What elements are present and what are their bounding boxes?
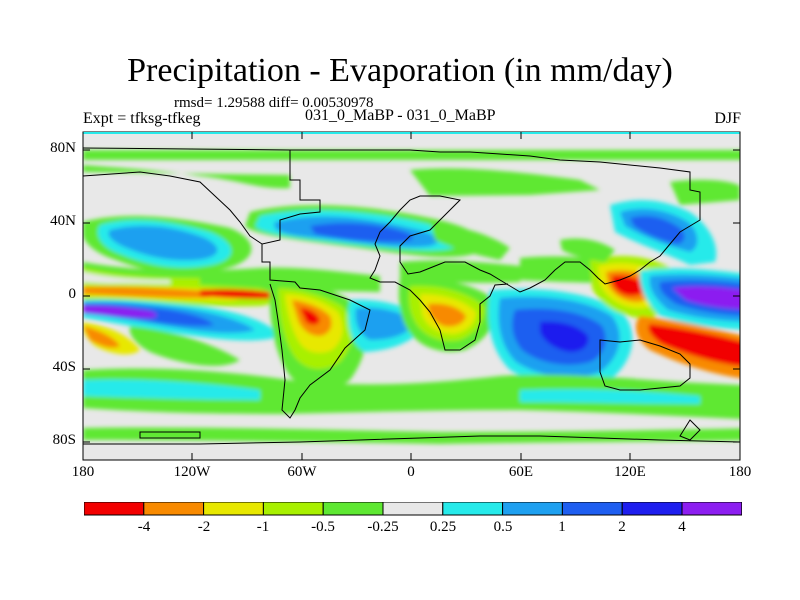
y-tick-40s: 40S [52,359,76,375]
contour-fill [83,150,740,444]
x-tick-60e: 60E [508,464,534,480]
legend-box [322,502,384,516]
legend-box [621,502,683,516]
legend-box [382,502,444,516]
legend-box [143,502,205,516]
legend-box [681,502,742,516]
plot-title: Precipitation - Evaporation (in mm/day) [127,52,673,89]
legend-box [561,502,623,516]
y-tick-40n: 40N [50,213,76,229]
legend-label: 4 [678,519,686,535]
legend-label: 0.5 [493,519,513,535]
stats-text: rmsd= 1.29588 diff= 0.00530978 [174,95,374,111]
season-label: DJF [714,110,741,127]
y-tick-0: 0 [68,286,77,302]
x-tick-60w: 60W [287,464,317,480]
legend-label: 2 [618,519,626,535]
legend-box [502,502,563,516]
legend-label: -4 [137,519,151,535]
legend-box [262,502,324,516]
legend-label: -2 [197,519,211,535]
legend-box [203,502,264,516]
x-tick-180w: 180 [71,464,95,480]
y-tick-80s: 80S [52,432,76,448]
experiment-label: Expt = tfksg-tfkeg [83,110,201,127]
coastlines [82,147,741,445]
legend-label: -0.5 [311,519,335,535]
tick-marks [82,132,741,460]
x-tick-180e: 180 [728,464,752,480]
legend-label: 1 [558,519,566,535]
legend-box [442,502,504,516]
x-tick-120w: 120W [173,464,211,480]
legend-box [84,502,145,516]
x-tick-0: 0 [407,464,415,480]
color-legend [84,502,742,516]
legend-label: -1 [256,519,270,535]
runs-label: 031_0_MaBP - 031_0_MaBP [305,107,496,124]
legend-label: 0.25 [429,519,457,535]
y-tick-80n: 80N [50,140,76,156]
legend-label: -0.25 [367,519,399,535]
x-tick-120e: 120E [614,464,646,480]
